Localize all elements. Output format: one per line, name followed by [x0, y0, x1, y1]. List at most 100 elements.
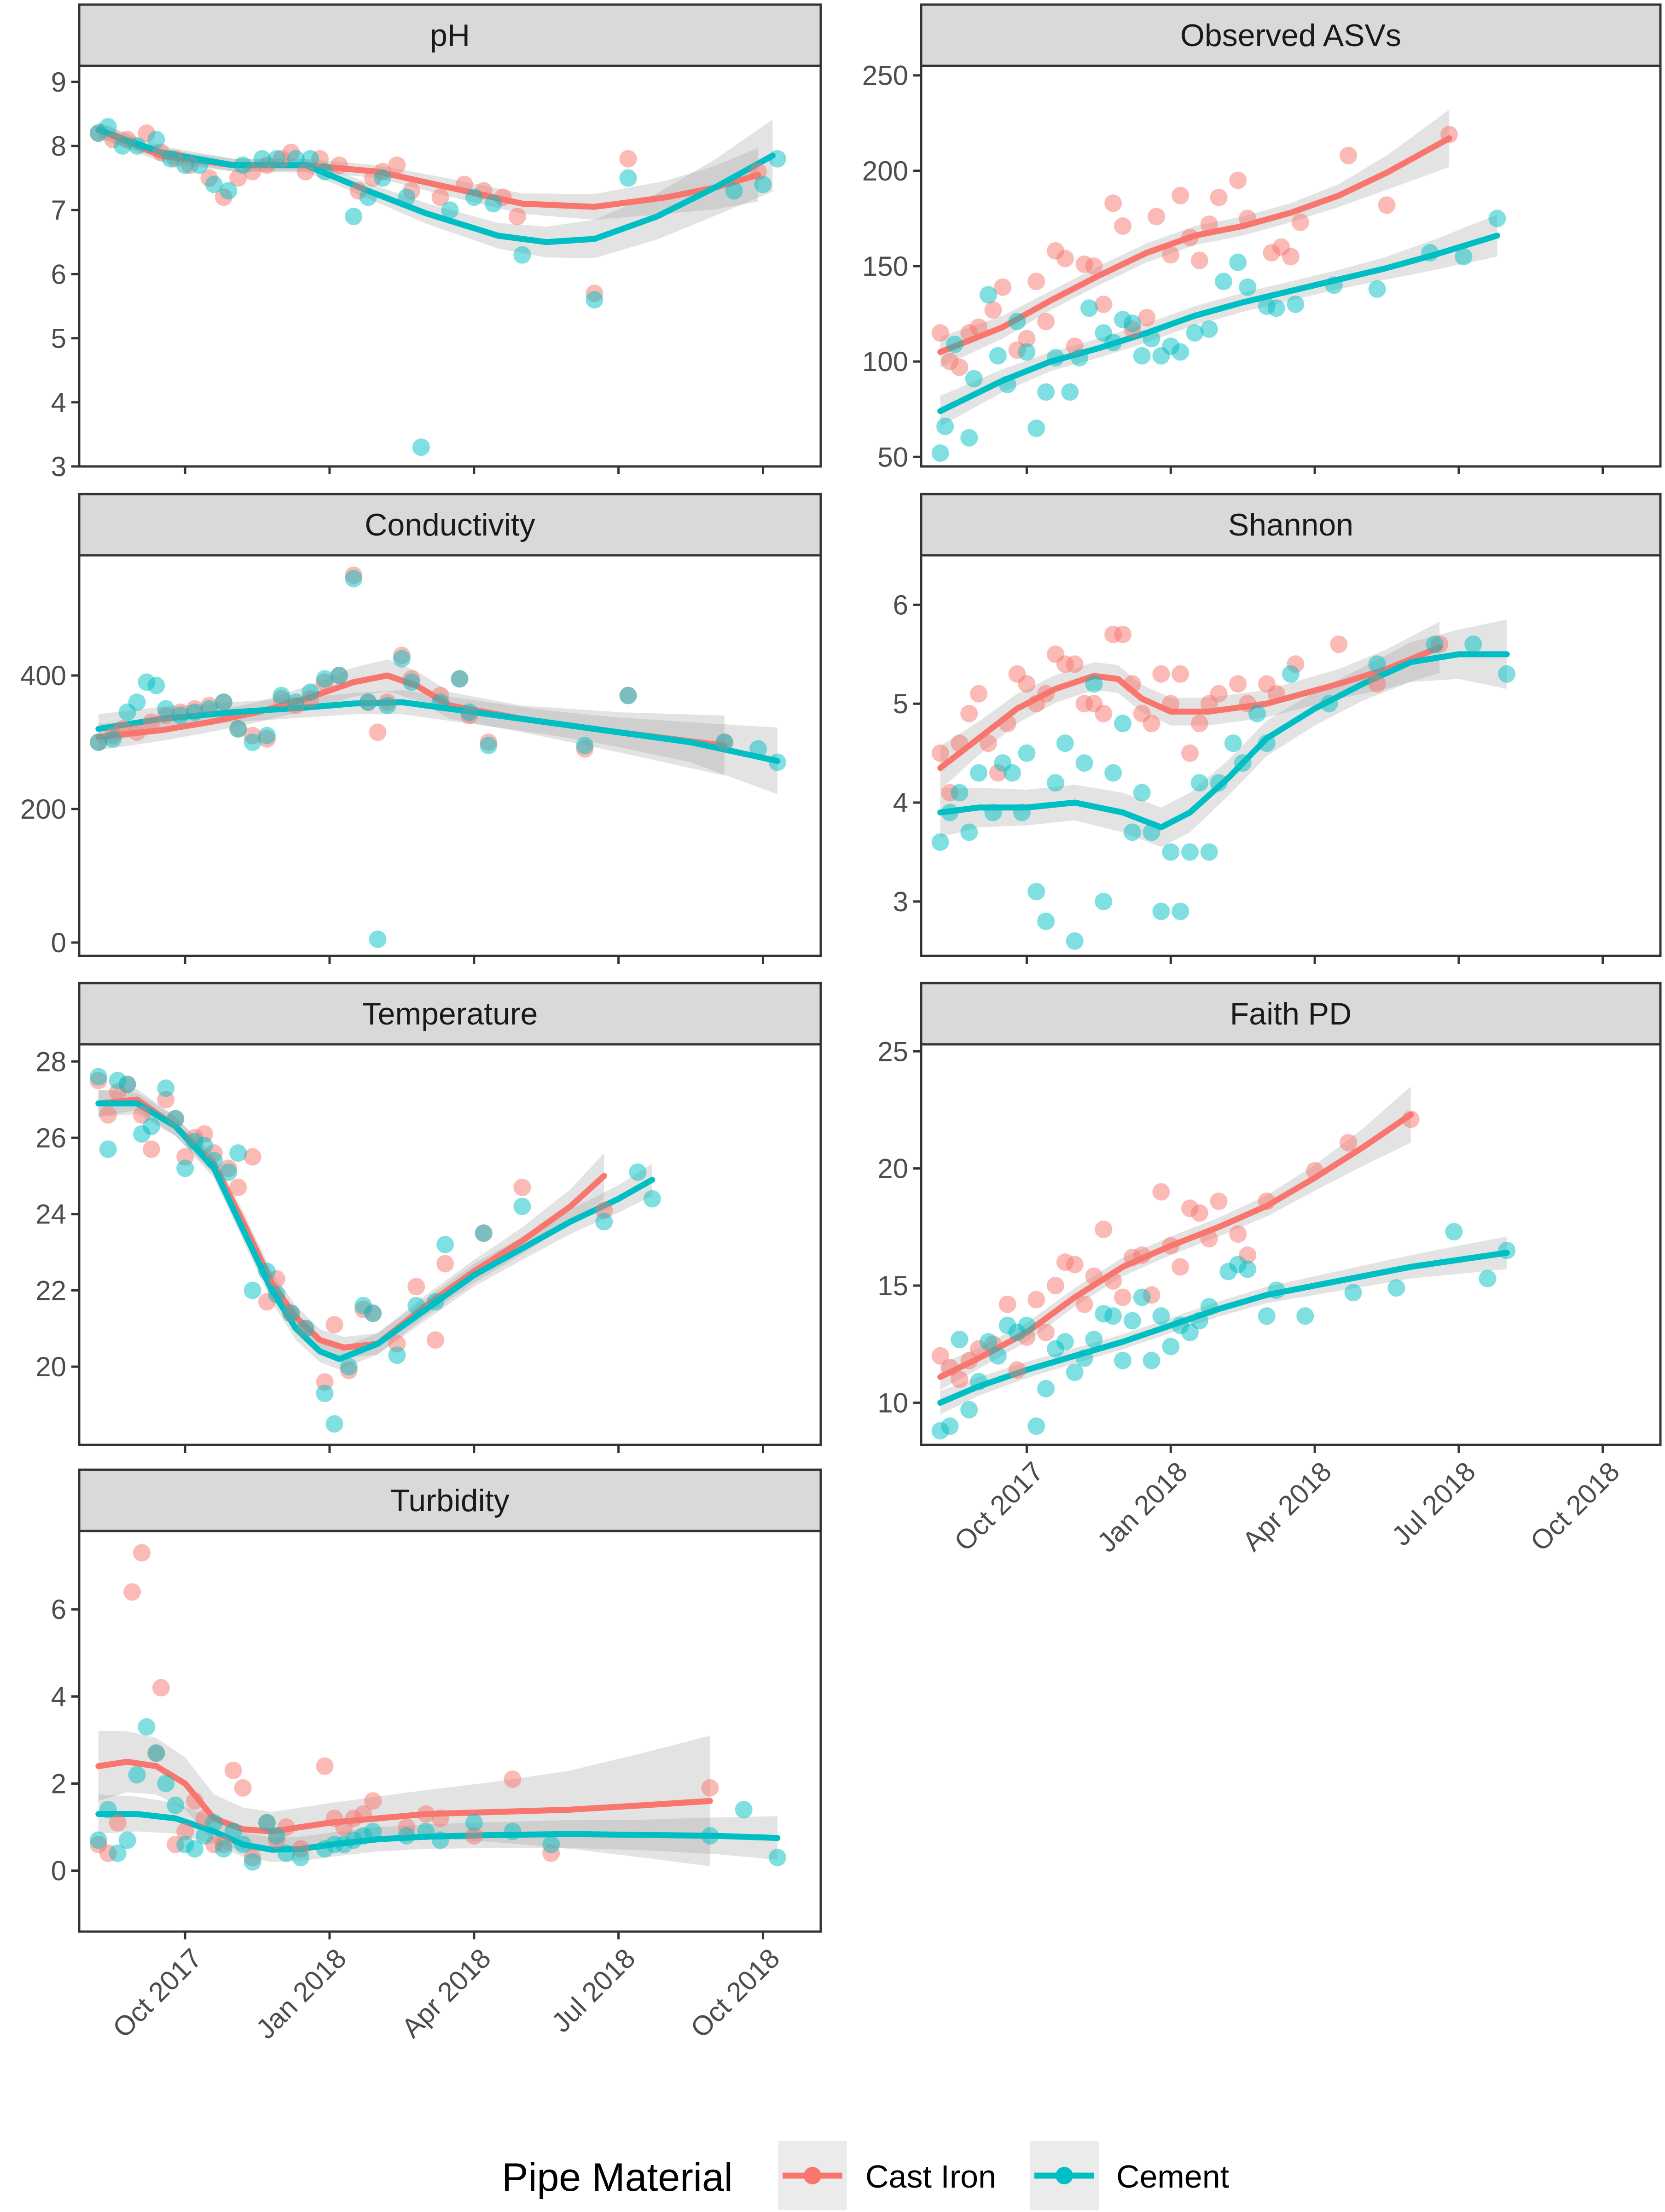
data-point-cement	[215, 693, 232, 711]
data-point-cement	[1190, 1312, 1208, 1330]
data-point-cast-iron	[1282, 248, 1300, 266]
data-point-cast-iron	[234, 1779, 252, 1797]
panel-observed-asvs: Observed ASVs 50 100 150 200 250	[862, 3, 1662, 474]
data-point-cast-iron	[994, 278, 1012, 296]
data-point-cast-iron	[1018, 330, 1036, 348]
legend: Pipe Material Cast Iron Cement	[502, 2141, 1229, 2210]
data-point-cement	[258, 1814, 276, 1832]
data-point-cement	[1258, 734, 1276, 752]
data-point-cement	[1172, 343, 1189, 361]
data-point-cement	[749, 740, 767, 758]
data-point-cast-iron	[1114, 217, 1131, 235]
data-point-cast-iron	[1190, 251, 1208, 269]
data-point-cement	[1080, 299, 1098, 317]
data-point-cement	[576, 737, 594, 755]
data-point-cast-iron	[1200, 1230, 1218, 1248]
data-point-cast-iron	[99, 1106, 117, 1124]
data-point-cement	[109, 1844, 127, 1862]
data-point-cement	[1027, 1417, 1045, 1435]
smooth-line-cast-iron	[937, 644, 1443, 771]
data-point-cement	[1296, 1307, 1314, 1325]
data-point-cement	[941, 1417, 959, 1435]
data-point-cast-iron	[465, 1827, 483, 1845]
data-point-cement	[99, 1801, 117, 1819]
data-point-cement	[215, 1840, 232, 1858]
y-tick-label-observed-asvs: 150	[862, 251, 908, 282]
data-point-cement	[768, 753, 786, 771]
data-point-cement	[374, 169, 392, 187]
data-point-cement	[302, 150, 319, 168]
data-point-cement	[287, 693, 305, 711]
y-tick-label-shannon: 6	[893, 589, 908, 620]
y-axis-shannon: 3 4 5 6	[893, 589, 921, 917]
data-point-cement	[1085, 1331, 1103, 1349]
data-point-cast-iron	[1037, 313, 1055, 331]
data-point-cement	[1234, 754, 1252, 772]
data-point-cement	[398, 188, 416, 206]
data-point-cement	[1320, 695, 1338, 713]
data-point-cement	[1066, 932, 1084, 950]
panel-temperature: Temperature 20 22 24 26 28	[35, 982, 822, 1453]
data-point-cast-iron	[1027, 273, 1045, 291]
data-point-cement	[393, 650, 411, 668]
data-point-cement	[229, 720, 247, 738]
data-point-cement	[167, 1796, 185, 1814]
data-point-cement	[936, 418, 954, 435]
strip-turbidity	[78, 1468, 822, 1532]
data-point-cast-iron	[504, 1770, 522, 1788]
y-tick-label-conductivity: 400	[20, 660, 66, 691]
data-point-cement	[1047, 349, 1064, 367]
data-point-cast-iron	[1095, 704, 1113, 722]
smooth-line-cement	[937, 651, 1510, 831]
data-point-cast-iron	[960, 704, 978, 722]
data-point-cement	[267, 1827, 285, 1845]
data-point-cement	[267, 150, 285, 168]
y-axis-faith-pd: 10 15 20 25	[877, 1036, 921, 1418]
data-point-cement	[186, 1840, 204, 1858]
data-point-cement	[701, 1827, 719, 1845]
confidence-band-cast-iron	[98, 122, 759, 220]
data-point-cast-iron	[427, 1331, 445, 1349]
data-point-cast-iron	[1239, 210, 1257, 227]
data-point-cement	[768, 150, 786, 168]
data-point-cement	[595, 1213, 613, 1231]
smooth-lines-ph	[95, 127, 776, 245]
data-point-cement	[273, 687, 290, 704]
data-point-cast-iron	[998, 715, 1016, 733]
data-point-cement	[316, 163, 334, 180]
data-point-cement	[220, 1163, 238, 1181]
data-point-cement	[1061, 383, 1079, 401]
data-point-cast-iron	[354, 1805, 372, 1823]
data-point-cement	[1047, 774, 1064, 792]
data-point-cast-iron	[1440, 126, 1458, 144]
data-point-cement	[965, 370, 983, 388]
data-point-cement	[1282, 665, 1300, 683]
data-point-cast-iron	[941, 1359, 959, 1377]
data-point-cement	[1479, 1269, 1497, 1287]
data-point-cast-iron	[1075, 1295, 1093, 1313]
data-point-cement	[946, 335, 963, 353]
data-point-cement	[282, 1304, 300, 1322]
data-point-cement	[345, 208, 363, 226]
y-tick-label-temperature: 20	[35, 1351, 66, 1382]
data-point-cement	[1190, 774, 1208, 792]
data-point-cement	[1455, 248, 1473, 266]
data-point-cement	[1037, 1380, 1055, 1397]
data-point-cast-iron	[330, 156, 348, 174]
data-point-cement	[1172, 902, 1189, 920]
data-point-cast-iron	[1210, 188, 1228, 206]
confidence-band-cement	[98, 1794, 777, 1862]
data-point-cement	[1421, 244, 1439, 262]
data-point-cast-iron	[1056, 250, 1074, 268]
y-tick-label-turbidity: 0	[51, 1856, 66, 1886]
data-point-cement	[147, 131, 165, 149]
data-point-cement	[619, 169, 637, 187]
y-tick-label-turbidity: 2	[51, 1768, 66, 1799]
y-tick-label-ph: 9	[51, 67, 66, 98]
data-point-cement	[157, 1079, 175, 1097]
data-point-cement	[224, 1822, 242, 1840]
data-point-cement	[465, 1814, 483, 1832]
data-point-cement	[629, 1163, 647, 1181]
data-point-cement	[104, 730, 122, 748]
